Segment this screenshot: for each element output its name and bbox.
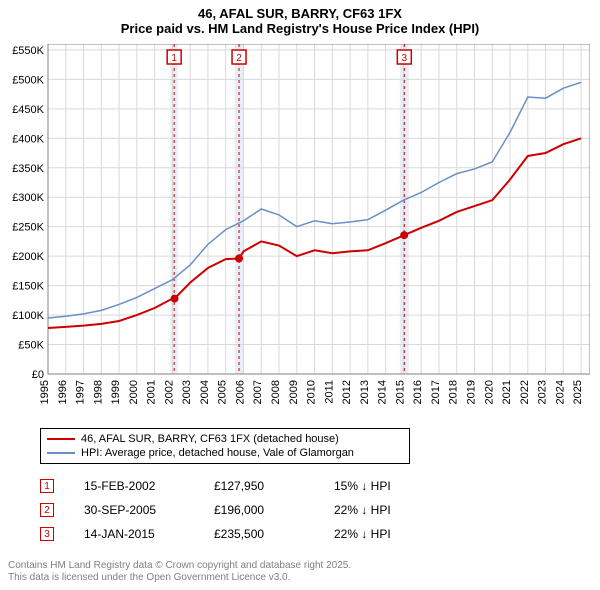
- page-title-line1: 46, AFAL SUR, BARRY, CF63 1FX: [0, 6, 600, 21]
- svg-text:2013: 2013: [359, 380, 371, 404]
- svg-text:1996: 1996: [57, 380, 69, 404]
- svg-text:£150K: £150K: [12, 281, 44, 293]
- svg-text:2005: 2005: [217, 380, 229, 404]
- transaction-compare: 22% ↓ HPI: [334, 503, 454, 517]
- transaction-marker: 3: [40, 527, 54, 541]
- svg-text:2012: 2012: [341, 380, 353, 404]
- transaction-compare: 15% ↓ HPI: [334, 479, 454, 493]
- transaction-date: 15-FEB-2002: [84, 479, 214, 493]
- svg-text:2002: 2002: [163, 380, 175, 404]
- transaction-compare: 22% ↓ HPI: [334, 527, 454, 541]
- svg-text:2023: 2023: [537, 380, 549, 404]
- svg-text:2000: 2000: [128, 380, 140, 404]
- svg-text:1995: 1995: [39, 380, 51, 404]
- svg-text:2001: 2001: [146, 380, 158, 404]
- legend-label: HPI: Average price, detached house, Vale…: [81, 447, 354, 459]
- svg-text:3: 3: [402, 53, 408, 64]
- svg-text:£550K: £550K: [12, 45, 44, 57]
- svg-text:2018: 2018: [448, 380, 460, 404]
- transaction-marker: 1: [40, 479, 54, 493]
- price-chart: £0 £50K £100K £150K £200K £250K £300K £350K £400…: [8, 44, 590, 414]
- transaction-marker: 2: [40, 503, 54, 517]
- svg-text:2022: 2022: [519, 380, 531, 404]
- svg-text:£0: £0: [32, 369, 44, 381]
- footer-attribution: Contains HM Land Registry data © Crown c…: [8, 560, 351, 584]
- transaction-date: 30-SEP-2005: [84, 503, 214, 517]
- legend-item: HPI: Average price, detached house, Vale…: [47, 446, 403, 460]
- svg-text:£300K: £300K: [12, 192, 44, 204]
- svg-text:2014: 2014: [377, 380, 389, 404]
- chart-legend: 46, AFAL SUR, BARRY, CF63 1FX (detached …: [40, 428, 410, 464]
- svg-text:2019: 2019: [465, 380, 477, 404]
- svg-text:2017: 2017: [430, 380, 442, 404]
- svg-text:2024: 2024: [554, 380, 566, 404]
- svg-text:2008: 2008: [270, 380, 282, 404]
- svg-text:£500K: £500K: [12, 74, 44, 86]
- svg-text:2007: 2007: [252, 380, 264, 404]
- svg-text:£400K: £400K: [12, 133, 44, 145]
- svg-text:£250K: £250K: [12, 222, 44, 234]
- svg-text:2004: 2004: [199, 380, 211, 404]
- svg-text:2020: 2020: [483, 380, 495, 404]
- legend-item: 46, AFAL SUR, BARRY, CF63 1FX (detached …: [47, 432, 403, 446]
- svg-text:2003: 2003: [181, 380, 193, 404]
- transaction-row: 3 14-JAN-2015£235,50022% ↓ HPI: [40, 522, 454, 546]
- footer-line: Contains HM Land Registry data © Crown c…: [8, 560, 351, 572]
- svg-text:2009: 2009: [288, 380, 300, 404]
- legend-swatch: [47, 438, 75, 440]
- svg-text:2011: 2011: [323, 380, 335, 404]
- page-title-line2: Price paid vs. HM Land Registry's House …: [0, 21, 600, 36]
- transaction-row: 1 15-FEB-2002£127,95015% ↓ HPI: [40, 474, 454, 498]
- svg-text:2010: 2010: [306, 380, 318, 404]
- svg-text:2015: 2015: [394, 380, 406, 404]
- svg-text:2006: 2006: [234, 380, 246, 404]
- transaction-price: £127,950: [214, 479, 334, 493]
- svg-text:£450K: £450K: [12, 104, 44, 116]
- svg-text:£350K: £350K: [12, 163, 44, 175]
- footer-line: This data is licensed under the Open Gov…: [8, 572, 351, 584]
- svg-text:£50K: £50K: [18, 340, 44, 352]
- transaction-row: 2 30-SEP-2005£196,00022% ↓ HPI: [40, 498, 454, 522]
- legend-label: 46, AFAL SUR, BARRY, CF63 1FX (detached …: [81, 433, 339, 445]
- svg-text:1997: 1997: [75, 380, 87, 404]
- transaction-date: 14-JAN-2015: [84, 527, 214, 541]
- svg-text:£100K: £100K: [12, 310, 44, 322]
- svg-text:2016: 2016: [412, 380, 424, 404]
- svg-text:1: 1: [171, 53, 177, 64]
- svg-text:2025: 2025: [572, 380, 584, 404]
- svg-text:2021: 2021: [501, 380, 513, 404]
- svg-text:2: 2: [236, 53, 242, 64]
- svg-text:1998: 1998: [92, 380, 104, 404]
- svg-text:£200K: £200K: [12, 251, 44, 263]
- transactions-table: 1 15-FEB-2002£127,95015% ↓ HPI 2 30-SEP-200…: [40, 474, 454, 546]
- legend-swatch: [47, 452, 75, 454]
- svg-text:1999: 1999: [110, 380, 122, 404]
- transaction-price: £235,500: [214, 527, 334, 541]
- transaction-price: £196,000: [214, 503, 334, 517]
